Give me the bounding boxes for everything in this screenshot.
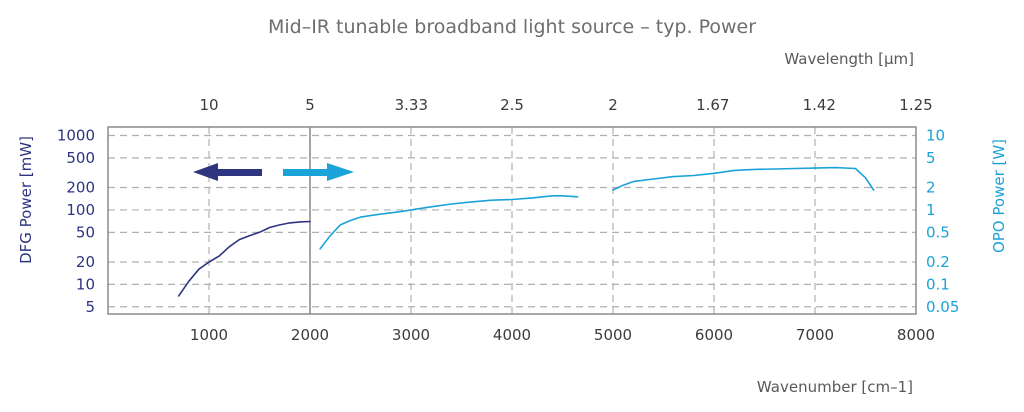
x2-tick-label: 2.5 (500, 96, 524, 114)
x-tick-label: 8000 (897, 326, 935, 344)
y-left-tick-label: 5 (85, 298, 95, 316)
y-left-tick-label: 500 (66, 149, 95, 167)
x2-tick-label: 10 (199, 96, 218, 114)
y-right-tick-label: 1 (926, 201, 936, 219)
chart-title: Mid–IR tunable broadband light source – … (268, 16, 756, 38)
y-right-axis-ticks: 10 5 2 1 0.5 0.2 0.1 0.05 (926, 126, 959, 315)
y-left-tick-label: 10 (76, 275, 95, 293)
y-left-axis-title: DFG Power [mW] (17, 136, 35, 264)
opo-power-line-2 (612, 166, 875, 191)
y-right-tick-label: 0.1 (926, 275, 950, 293)
y-left-tick-label: 50 (76, 223, 95, 241)
y-right-tick-label: 2 (926, 179, 936, 197)
x2-tick-label: 3.33 (395, 96, 428, 114)
y-left-tick-label: 20 (76, 253, 95, 271)
series-layer (177, 166, 875, 297)
x2-tick-label: 2 (608, 96, 618, 114)
x2-tick-label: 1.67 (696, 96, 729, 114)
x-tick-label: 6000 (695, 326, 733, 344)
y-left-tick-label: 1000 (57, 126, 95, 144)
opo-power-line-1 (319, 195, 579, 250)
y-right-tick-label: 5 (926, 149, 936, 167)
dfg-power-line (177, 220, 311, 297)
right-arrow-icon (283, 163, 354, 181)
x-tick-label: 3000 (392, 326, 430, 344)
y-right-axis-title: OPO Power [W] (990, 139, 1008, 253)
x-tick-label: 1000 (190, 326, 228, 344)
y-right-tick-label: 10 (926, 126, 945, 144)
left-arrow-icon (193, 163, 262, 181)
y-right-tick-label: 0.5 (926, 223, 950, 241)
grid-lines (108, 127, 916, 314)
x-axis-ticks: 1000 2000 3000 4000 5000 6000 7000 8000 (190, 326, 935, 344)
y-left-axis-ticks: 1000 500 200 100 50 20 10 5 (57, 126, 95, 315)
x2-tick-label: 5 (305, 96, 315, 114)
x-axis-title: Wavenumber [cm–1] (757, 378, 913, 396)
y-right-tick-label: 0.05 (926, 298, 959, 316)
x2-axis-ticks: 10 5 3.33 2.5 2 1.67 1.42 1.25 (199, 96, 932, 114)
x-tick-label: 7000 (796, 326, 834, 344)
x-tick-label: 2000 (291, 326, 329, 344)
x2-tick-label: 1.25 (899, 96, 932, 114)
y-right-tick-label: 0.2 (926, 253, 950, 271)
plot-frame (107, 126, 917, 315)
x-tick-label: 4000 (493, 326, 531, 344)
x2-tick-label: 1.42 (803, 96, 836, 114)
x-tick-label: 5000 (594, 326, 632, 344)
y-left-tick-label: 200 (66, 179, 95, 197)
y-left-tick-label: 100 (66, 201, 95, 219)
x2-axis-title: Wavelength [µm] (784, 50, 914, 68)
